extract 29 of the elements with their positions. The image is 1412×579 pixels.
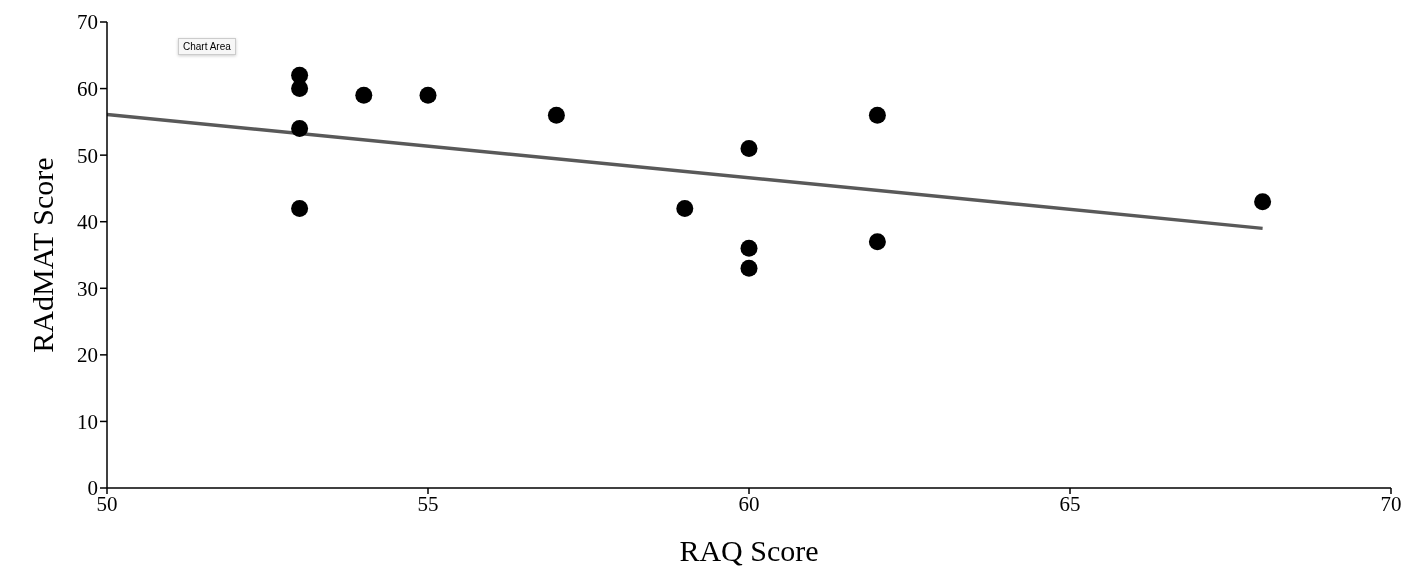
point (740, 239, 758, 257)
annotation: Chart Area (178, 38, 236, 55)
x-tick-label: 70 (1380, 491, 1402, 516)
y-tick-label: 10 (77, 409, 98, 434)
y-tick-label: 30 (77, 276, 98, 301)
y-tick-label: 0 (87, 476, 98, 501)
point (740, 259, 758, 277)
point (547, 106, 565, 124)
point (291, 120, 309, 138)
point (868, 233, 886, 251)
y-tick-label: 50 (77, 143, 98, 168)
y-tick-label: 70 (77, 10, 98, 35)
point (868, 106, 886, 124)
point (676, 199, 694, 217)
y-tick-label: 60 (77, 77, 98, 102)
y-axis-title: RAdMAT Score (25, 157, 59, 353)
y-tick-label: 40 (77, 210, 98, 235)
x-tick-label: 60 (738, 491, 760, 516)
point (291, 80, 309, 98)
x-axis-title: RAQ Score (679, 534, 819, 568)
point (419, 86, 437, 104)
x-tick-label: 55 (417, 491, 439, 516)
point (740, 139, 758, 157)
x-tick-label: 50 (96, 491, 118, 516)
point (355, 86, 373, 104)
y-tick-label: 20 (77, 343, 98, 368)
point (291, 199, 309, 217)
x-tick-label: 65 (1059, 491, 1081, 516)
point (1254, 193, 1272, 211)
